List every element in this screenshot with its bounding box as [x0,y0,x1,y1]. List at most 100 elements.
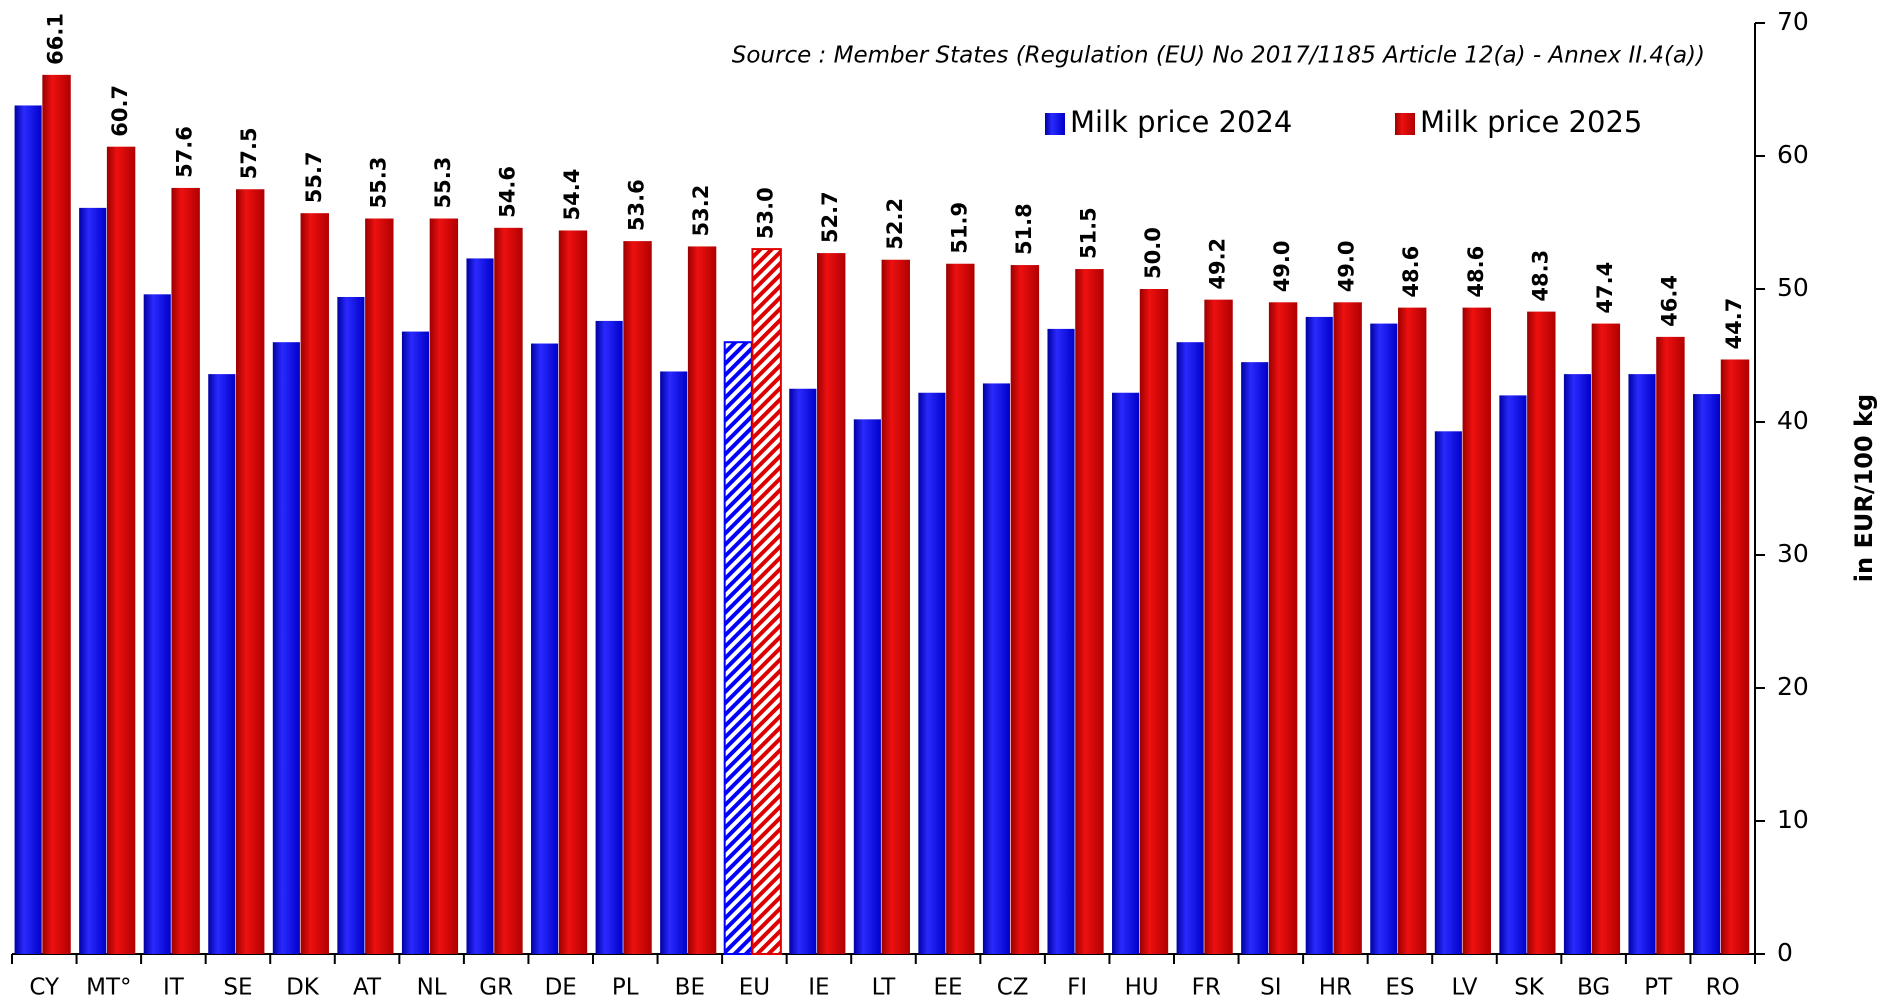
bar [236,189,265,954]
bar [1693,394,1721,954]
bar [429,218,459,954]
data-label: 54.6 [495,166,519,218]
legend-swatch [1045,113,1065,135]
x-tick-label: ES [1385,975,1414,1001]
legend-label: Milk price 2025 [1420,105,1642,139]
data-label: 49.0 [1335,240,1359,292]
data-label: 51.8 [1012,203,1036,255]
bar [1462,307,1491,954]
data-label: 55.3 [366,157,390,209]
data-label: 55.3 [431,157,455,209]
bar [1434,431,1462,954]
x-tick-label: SI [1260,975,1281,1001]
y-tick-label: 10 [1777,805,1809,834]
bar [365,218,394,954]
bar [272,342,300,954]
x-tick-label: CZ [997,975,1029,1001]
y-tick-label: 20 [1777,672,1809,701]
data-label: 57.5 [237,127,261,179]
bar [853,419,881,955]
bar [1241,362,1269,954]
data-label: 53.2 [689,185,713,237]
x-tick-label: FR [1192,975,1221,1001]
x-tick-label: SK [1514,975,1545,1001]
bar [106,146,136,954]
bar [595,320,623,954]
x-tick-label: CY [29,975,60,1001]
bar [660,371,688,955]
x-tick-label: IE [808,975,829,1001]
data-label: 46.4 [1657,275,1681,327]
data-label: 66.1 [44,13,68,65]
x-tick-label: GR [479,975,513,1001]
bar [1720,359,1750,954]
data-label: 53.0 [754,187,778,239]
bar [1176,342,1204,954]
x-tick-label: BE [675,975,705,1001]
data-label: 49.2 [1206,238,1230,290]
data-label: 48.6 [1399,246,1423,298]
bar [687,246,717,954]
bar [1591,323,1621,955]
x-tick-label: HU [1125,975,1159,1001]
bar [982,383,1011,954]
data-label: 48.6 [1464,246,1488,298]
bar [1010,265,1040,954]
data-label: 50.0 [1141,227,1165,279]
subtitle: Source : Member States (Regulation (EU) … [732,43,1705,69]
bar [143,294,171,954]
y-tick-label: 60 [1777,140,1809,169]
x-tick-label: MT° [86,975,131,1001]
y-tick-label: 50 [1777,273,1809,302]
bar [881,259,910,954]
data-label: 53.6 [625,179,649,231]
bar [531,343,559,954]
x-tick-label: BG [1577,975,1610,1001]
x-tick-label: RO [1706,975,1740,1001]
bar [14,105,42,954]
bar [79,207,107,954]
bar [300,213,329,954]
bar [1370,323,1398,955]
bar [1563,374,1592,954]
data-label: 52.7 [818,191,842,243]
legend-swatch [1395,113,1415,135]
bar [1047,328,1075,954]
x-tick-label: NL [417,975,447,1001]
data-label: 44.7 [1722,298,1746,350]
bar [1268,302,1298,954]
bar [623,241,652,954]
bar [1305,316,1333,954]
bar [171,187,200,955]
data-label: 49.0 [1270,240,1294,292]
x-tick-label: PL [612,975,639,1001]
x-tick-label: HR [1319,975,1352,1001]
bar [42,74,71,955]
bar [918,392,946,954]
data-label: 54.4 [560,169,584,221]
data-label: 55.7 [302,151,326,203]
legend-label: Milk price 2024 [1070,105,1292,139]
bar [1499,395,1527,954]
bar [208,374,236,954]
data-label: 48.3 [1528,250,1552,302]
bar [466,258,494,954]
x-tick-label: FI [1067,975,1087,1001]
x-tick-label: EU [739,975,770,1001]
bar [1112,392,1140,954]
bar [1333,302,1362,954]
x-tick-label: AT [353,975,382,1001]
bar [1398,307,1427,954]
x-tick-label: DK [286,975,320,1001]
y-axis-label: in EUR/100 kg [1850,394,1878,582]
data-label: 47.4 [1593,262,1617,314]
bar [1204,299,1233,954]
bar [1139,289,1169,954]
x-tick-label: PT [1644,975,1673,1001]
bar [751,248,782,956]
x-tick-label: DE [545,975,577,1001]
bar [789,388,817,954]
x-tick-label: LT [872,975,897,1001]
y-tick-label: 70 [1777,7,1809,36]
